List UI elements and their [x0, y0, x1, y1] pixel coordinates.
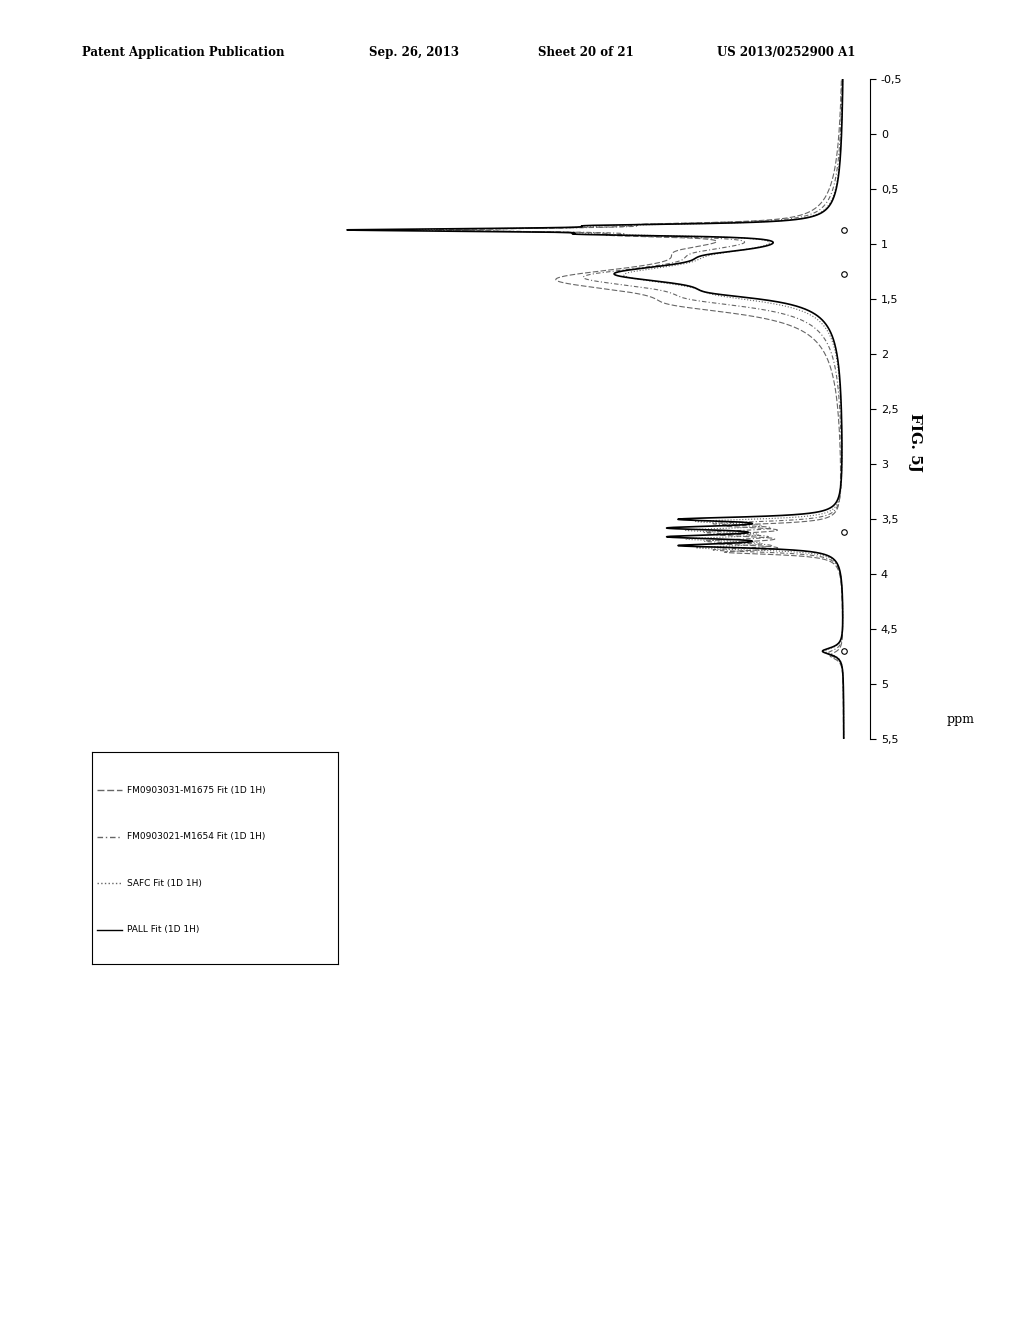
Text: Sheet 20 of 21: Sheet 20 of 21 [538, 46, 634, 59]
Text: FIG. 5J: FIG. 5J [908, 413, 923, 471]
Text: ppm: ppm [946, 713, 975, 726]
Text: PALL Fit (1D 1H): PALL Fit (1D 1H) [127, 925, 199, 935]
Text: US 2013/0252900 A1: US 2013/0252900 A1 [717, 46, 855, 59]
Text: Sep. 26, 2013: Sep. 26, 2013 [369, 46, 459, 59]
Text: Patent Application Publication: Patent Application Publication [82, 46, 285, 59]
Text: FM0903021-M1654 Fit (1D 1H): FM0903021-M1654 Fit (1D 1H) [127, 833, 265, 841]
Text: FM0903031-M1675 Fit (1D 1H): FM0903031-M1675 Fit (1D 1H) [127, 785, 265, 795]
Text: SAFC Fit (1D 1H): SAFC Fit (1D 1H) [127, 879, 202, 888]
